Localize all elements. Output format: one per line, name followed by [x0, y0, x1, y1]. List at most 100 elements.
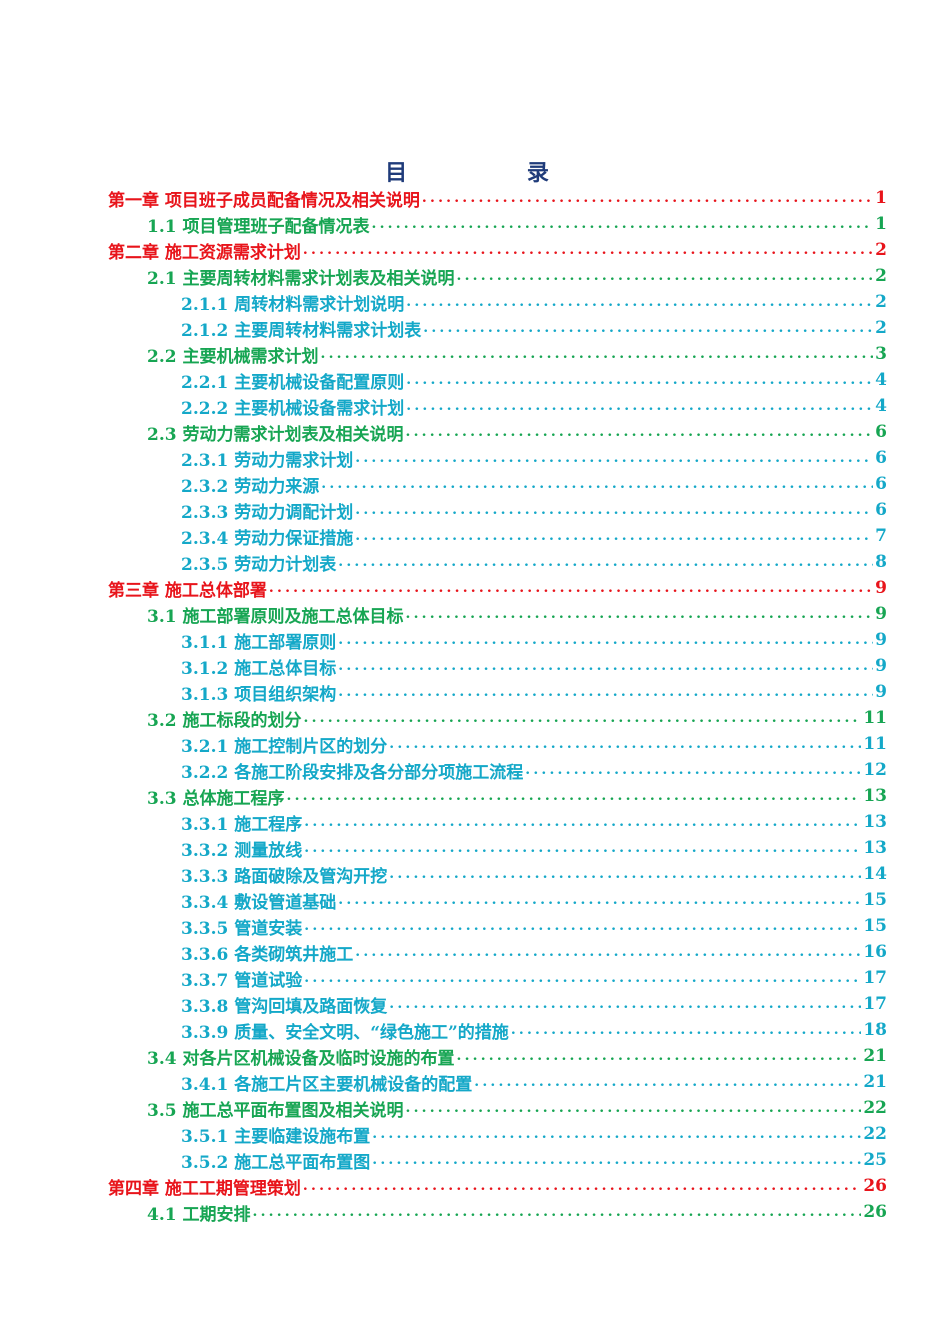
toc-entry[interactable]: 2.1 主要周转材料需求计划表及相关说明 2 [147, 263, 887, 289]
toc-page-number: 4 [875, 370, 887, 390]
toc-entry-title: 3.3.9 质量、安全文明、“绿色施工”的措施 [181, 1022, 509, 1043]
toc-entry-title: 3.3.8 管沟回填及路面恢复 [181, 996, 388, 1017]
toc-leader-dots [338, 627, 873, 653]
toc-entry[interactable]: 3.3.9 质量、安全文明、“绿色施工”的措施 18 [181, 1017, 887, 1043]
toc-leader-dots [389, 991, 861, 1017]
toc-entry[interactable]: 3.5 施工总平面布置图及相关说明 22 [147, 1095, 887, 1121]
toc-page-number: 15 [863, 890, 887, 910]
toc-page-number: 3 [875, 344, 887, 364]
toc-entry-title: 3.1 施工部署原则及施工总体目标 [147, 606, 404, 627]
toc-entry[interactable]: 2.2.1 主要机械设备配置原则 4 [181, 367, 887, 393]
toc-leader-dots [355, 497, 873, 523]
toc-entry[interactable]: 3.3.6 各类砌筑井施工 16 [181, 939, 887, 965]
toc-entry-title: 3.2.1 施工控制片区的划分 [181, 736, 388, 757]
toc-entry[interactable]: 第二章 施工资源需求计划 2 [108, 237, 887, 263]
toc-entry[interactable]: 2.3.2 劳动力来源 6 [181, 471, 887, 497]
toc-entry-title: 3.5.1 主要临建设施布置 [181, 1126, 371, 1147]
toc-entry[interactable]: 3.1.2 施工总体目标 9 [181, 653, 887, 679]
toc-entry-title: 3.3.4 敷设管道基础 [181, 892, 337, 913]
toc-page-number: 11 [863, 734, 887, 754]
toc-entry[interactable]: 3.2.1 施工控制片区的划分 11 [181, 731, 887, 757]
toc-leader-dots [511, 1017, 862, 1043]
toc-entry[interactable]: 2.3.4 劳动力保证措施 7 [181, 523, 887, 549]
toc-entry[interactable]: 2.2.2 主要机械设备需求计划 4 [181, 393, 887, 419]
toc-entry[interactable]: 3.2.2 各施工阶段安排及各分部分项施工流程 12 [181, 757, 887, 783]
toc-entry[interactable]: 第一章 项目班子成员配备情况及相关说明 1 [108, 185, 887, 211]
toc-entry-title: 3.1.1 施工部署原则 [181, 632, 337, 653]
toc-entry[interactable]: 3.1 施工部署原则及施工总体目标 9 [147, 601, 887, 627]
toc-entry[interactable]: 3.3.2 测量放线 13 [181, 835, 887, 861]
toc-entry-title: 3.3.3 路面破除及管沟开挖 [181, 866, 388, 887]
toc-page-number: 8 [875, 552, 887, 572]
toc-entry-title: 4.1 工期安排 [147, 1204, 251, 1225]
toc-entry-title: 3.3 总体施工程序 [147, 788, 285, 809]
toc-leader-dots [372, 1121, 861, 1147]
toc-page-number: 15 [863, 916, 887, 936]
toc-leader-dots [355, 523, 873, 549]
toc-page-number: 13 [863, 786, 887, 806]
toc-entry[interactable]: 3.4.1 各施工片区主要机械设备的配置 21 [181, 1069, 887, 1095]
toc-page-number: 22 [863, 1098, 887, 1118]
toc-leader-dots [457, 1043, 862, 1069]
toc-entry[interactable]: 2.2 主要机械需求计划 3 [147, 341, 887, 367]
toc-page-number: 26 [863, 1176, 887, 1196]
toc-leader-dots [321, 471, 873, 497]
toc-entry-title: 2.1 主要周转材料需求计划表及相关说明 [147, 268, 455, 289]
toc-entry-title: 2.3.1 劳动力需求计划 [181, 450, 354, 471]
toc-entry[interactable]: 3.5.1 主要临建设施布置 22 [181, 1121, 887, 1147]
toc-entry-title: 3.5 施工总平面布置图及相关说明 [147, 1100, 404, 1121]
toc-leader-dots [304, 809, 861, 835]
toc-entry[interactable]: 3.3.7 管道试验 17 [181, 965, 887, 991]
toc-entry[interactable]: 3.3.5 管道安装 15 [181, 913, 887, 939]
toc-entry[interactable]: 1.1 项目管理班子配备情况表 1 [147, 211, 887, 237]
toc-entry[interactable]: 3.4 对各片区机械设备及临时设施的布置 21 [147, 1043, 887, 1069]
toc-leader-dots [303, 237, 873, 263]
toc-entry[interactable]: 3.3.4 敷设管道基础 15 [181, 887, 887, 913]
toc-page-number: 9 [875, 656, 887, 676]
toc-page-number: 6 [875, 474, 887, 494]
toc-entry[interactable]: 3.2 施工标段的划分 11 [147, 705, 887, 731]
toc-leader-dots [457, 263, 874, 289]
toc-leader-dots [406, 393, 873, 419]
toc-page-number: 18 [863, 1020, 887, 1040]
toc-entry-title: 第三章 施工总体部署 [108, 580, 267, 601]
toc-entry[interactable]: 2.3.1 劳动力需求计划 6 [181, 445, 887, 471]
toc-entry[interactable]: 3.5.2 施工总平面布置图 25 [181, 1147, 887, 1173]
toc-entry[interactable]: 4.1 工期安排 26 [147, 1199, 887, 1225]
toc-entry[interactable]: 2.3.3 劳动力调配计划 6 [181, 497, 887, 523]
toc-page-number: 9 [875, 578, 887, 598]
toc-entry-title: 3.3.1 施工程序 [181, 814, 303, 835]
toc-entry[interactable]: 2.1.1 周转材料需求计划说明 2 [181, 289, 887, 315]
toc-leader-dots [474, 1069, 861, 1095]
toc-page-number: 9 [875, 604, 887, 624]
toc-entry-title: 2.1.2 主要周转材料需求计划表 [181, 320, 422, 341]
toc-entry[interactable]: 3.3.1 施工程序 13 [181, 809, 887, 835]
toc-leader-dots [422, 185, 873, 211]
toc-leader-dots [321, 341, 874, 367]
toc-page-number: 4 [875, 396, 887, 416]
toc-page-number: 6 [875, 500, 887, 520]
toc-page-number: 2 [875, 292, 887, 312]
toc-entry[interactable]: 第三章 施工总体部署 9 [108, 575, 887, 601]
toc-page-number: 1 [875, 214, 887, 234]
toc-page-number: 1 [875, 188, 887, 208]
toc-page-number: 6 [875, 448, 887, 468]
toc-entry[interactable]: 2.3.5 劳动力计划表 8 [181, 549, 887, 575]
toc-entry[interactable]: 3.3.3 路面破除及管沟开挖 14 [181, 861, 887, 887]
toc-page-number: 2 [875, 240, 887, 260]
toc-entry[interactable]: 2.3 劳动力需求计划表及相关说明 6 [147, 419, 887, 445]
toc-page-number: 2 [875, 318, 887, 338]
toc-entry[interactable]: 3.3 总体施工程序 13 [147, 783, 887, 809]
toc-entry[interactable]: 3.1.1 施工部署原则 9 [181, 627, 887, 653]
toc-entry-title: 3.3.7 管道试验 [181, 970, 303, 991]
toc-leader-dots [338, 887, 861, 913]
toc-entry[interactable]: 3.3.8 管沟回填及路面恢复 17 [181, 991, 887, 1017]
toc-entry-title: 3.3.2 测量放线 [181, 840, 303, 861]
toc-entry[interactable]: 2.1.2 主要周转材料需求计划表 2 [181, 315, 887, 341]
toc-leader-dots [287, 783, 862, 809]
toc-leader-dots [406, 289, 873, 315]
toc-entry[interactable]: 第四章 施工工期管理策划 26 [108, 1173, 887, 1199]
toc-page-number: 25 [863, 1150, 887, 1170]
toc-leader-dots [338, 549, 873, 575]
toc-entry[interactable]: 3.1.3 项目组织架构 9 [181, 679, 887, 705]
